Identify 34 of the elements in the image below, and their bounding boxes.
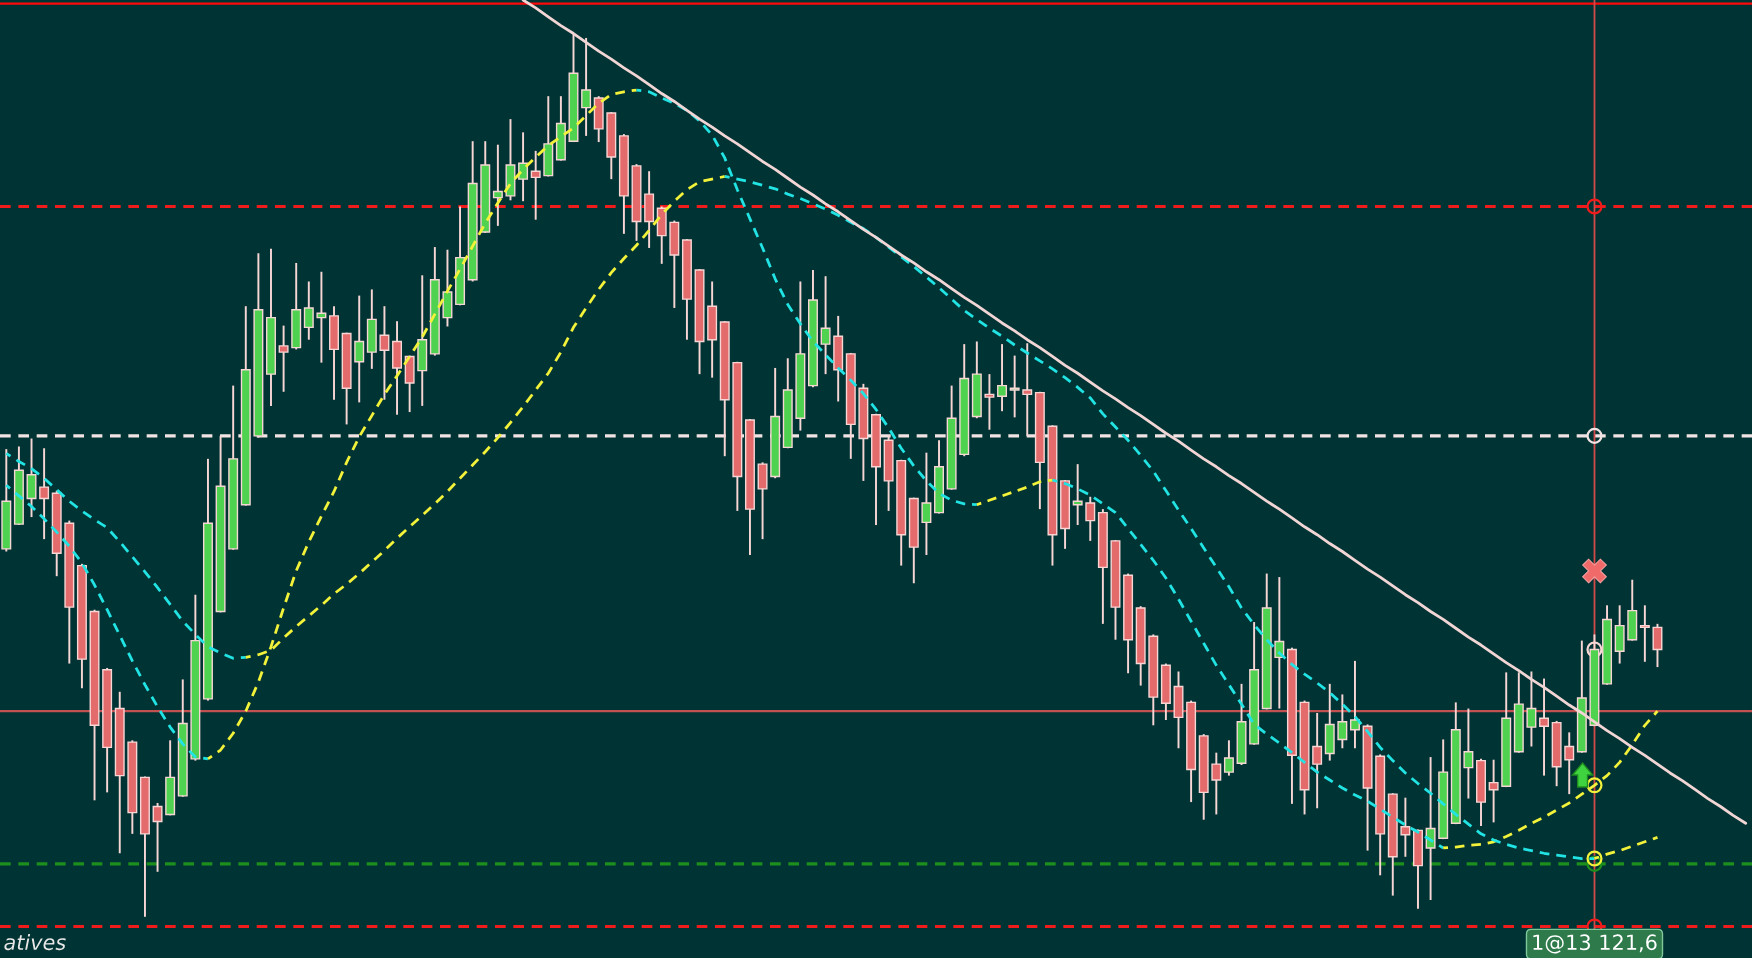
candlestick	[354, 294, 365, 404]
candlestick	[1009, 354, 1020, 419]
candlestick	[1400, 796, 1411, 858]
candlestick	[1349, 659, 1360, 750]
candlestick	[278, 324, 289, 393]
candlestick	[303, 280, 314, 341]
candlestick	[997, 343, 1008, 413]
candlestick	[1211, 751, 1222, 816]
candlestick	[530, 149, 541, 221]
candlestick	[581, 36, 592, 137]
candlestick	[379, 305, 390, 401]
candlestick	[1085, 495, 1096, 542]
text: atives	[4, 934, 66, 951]
candlestick	[984, 373, 995, 431]
candlestick	[1425, 756, 1436, 901]
candlestick	[1022, 342, 1033, 437]
candlestick	[1539, 677, 1550, 777]
candlestick	[39, 447, 50, 541]
candlestick	[26, 437, 37, 519]
candlestick	[1526, 670, 1537, 748]
candlestick	[1564, 731, 1575, 796]
candlestick	[1312, 711, 1323, 810]
candlestick	[1639, 604, 1650, 663]
candlestick	[820, 275, 831, 376]
candlestick	[1223, 739, 1234, 777]
text: 1@13 121,6	[1533, 934, 1657, 954]
candlestick	[152, 802, 163, 873]
candlestick	[1463, 707, 1474, 800]
candlestick	[1337, 693, 1348, 750]
candlestick	[921, 451, 932, 556]
candlestick	[1652, 622, 1663, 669]
candlestick	[492, 143, 503, 227]
candlestick	[1488, 758, 1499, 824]
candlestick	[1072, 463, 1083, 526]
